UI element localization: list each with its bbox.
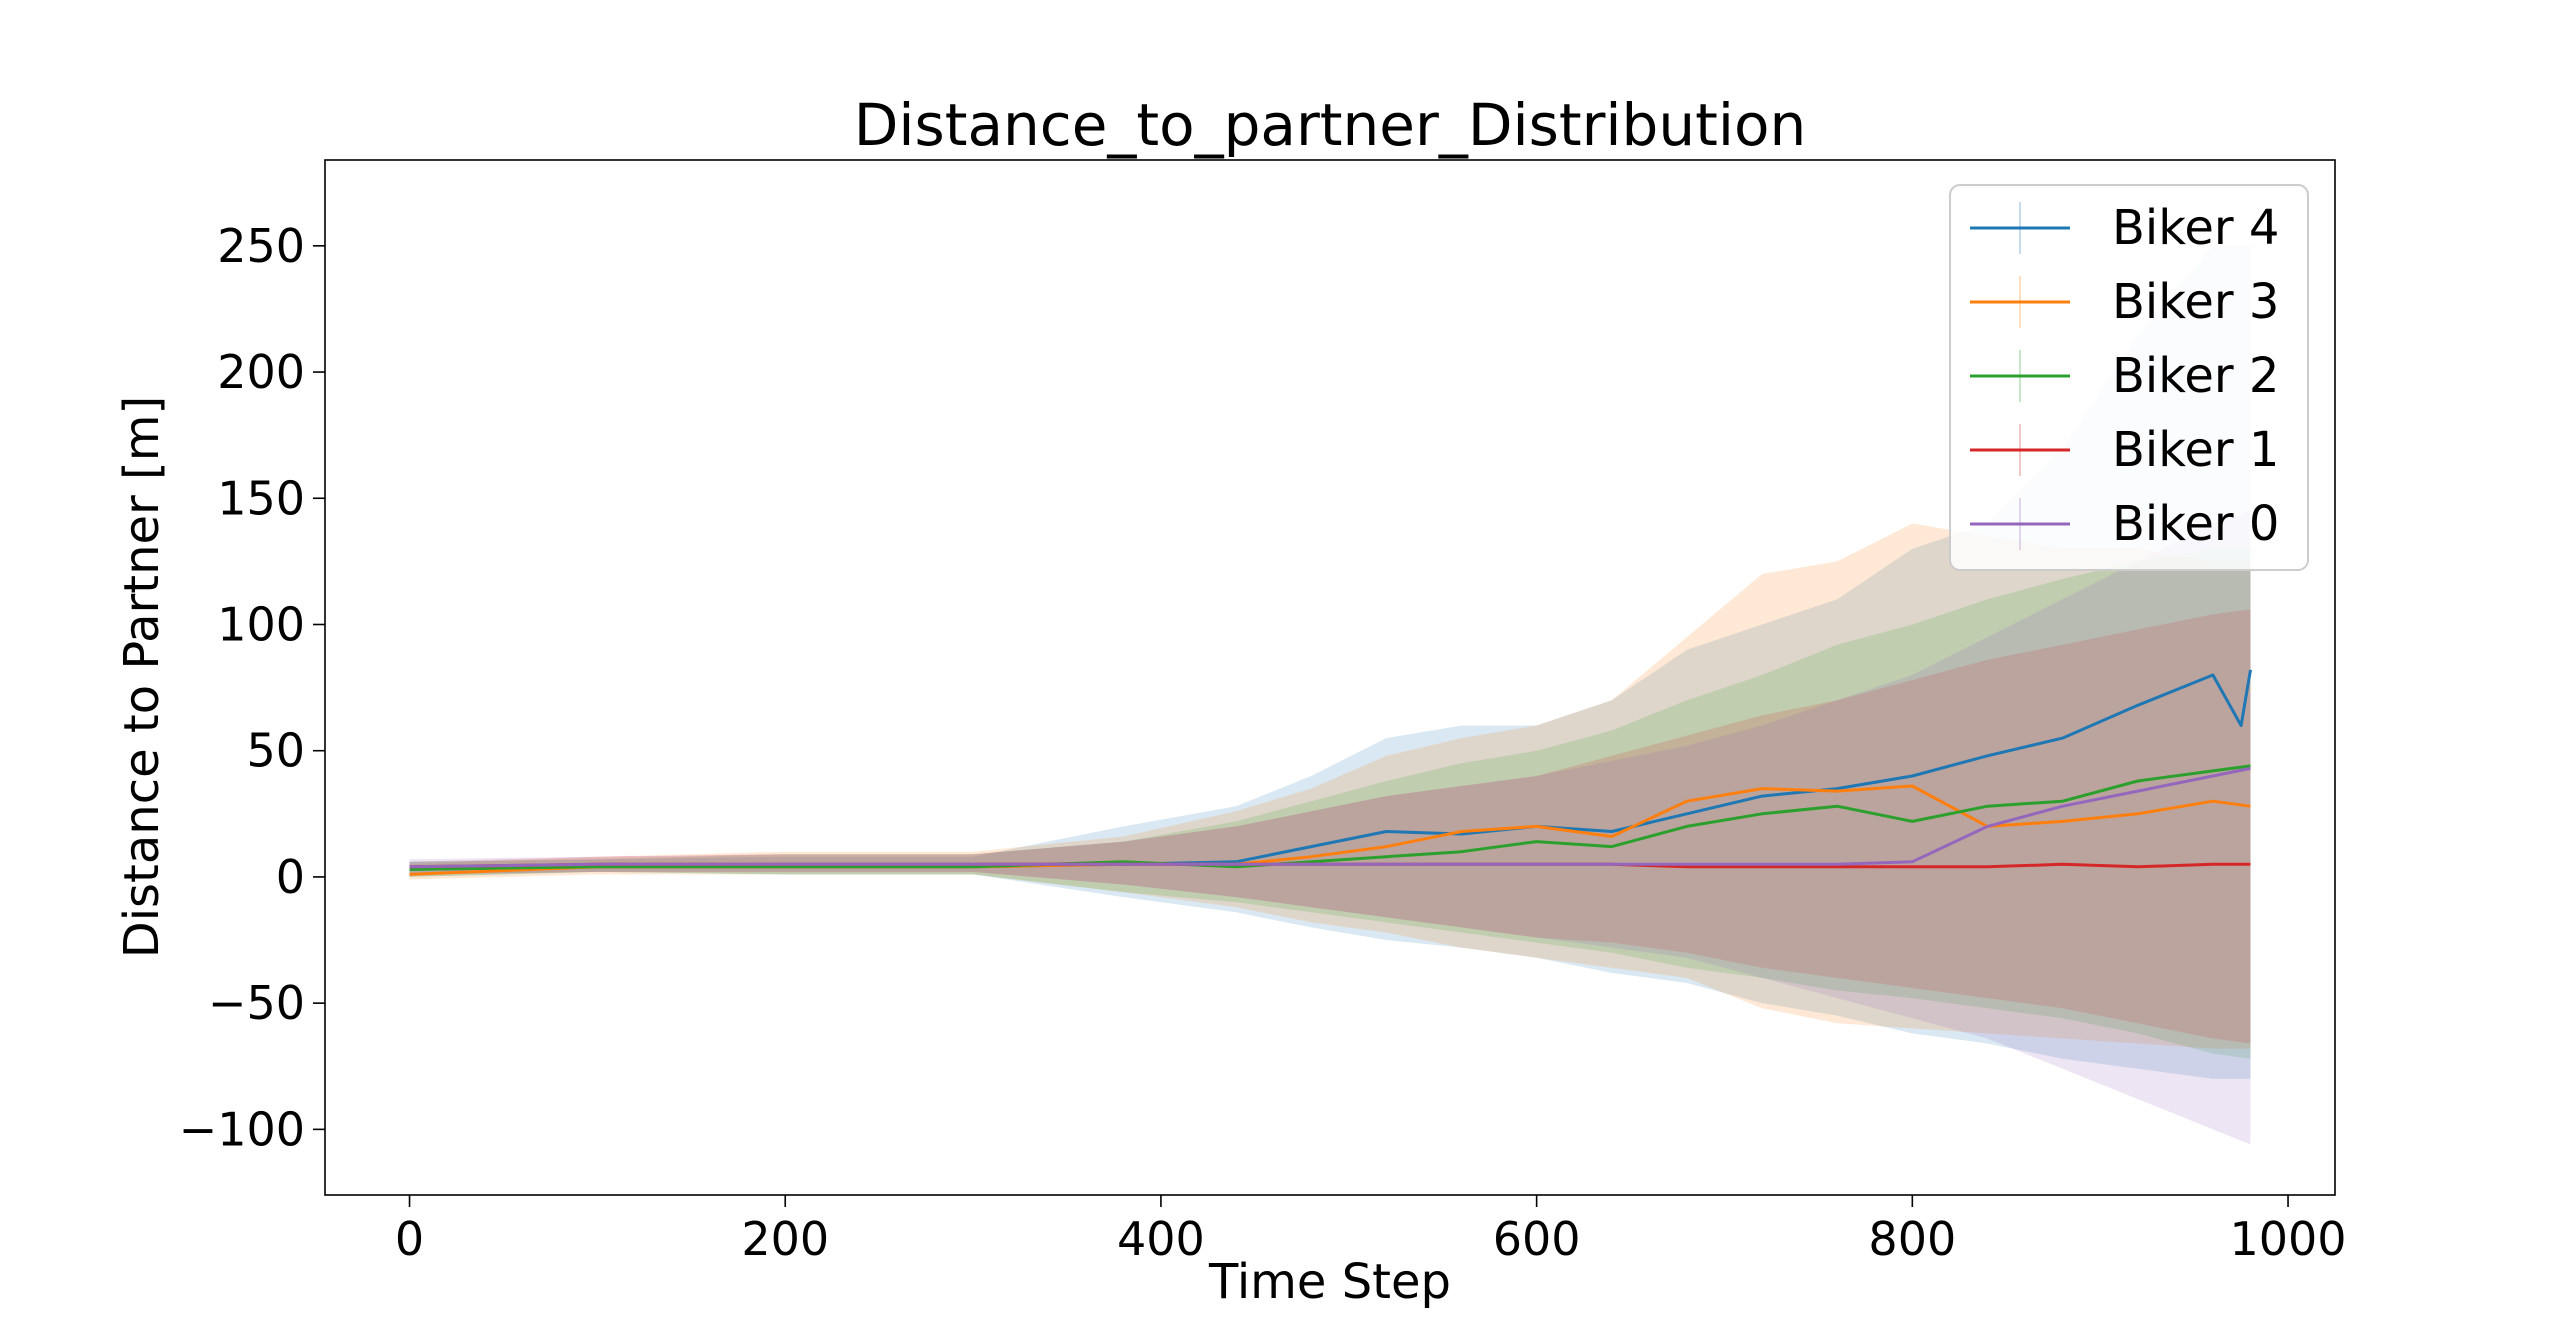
series-lines <box>409 669 2252 876</box>
y-tick-label: 0 <box>276 850 305 904</box>
line-biker-0 <box>409 766 2251 869</box>
x-axis-label: Time Step <box>1208 1254 1451 1310</box>
uncertainty-bands <box>409 245 2251 1145</box>
band-biker-0 <box>409 510 2251 1145</box>
x-tick-label: 0 <box>395 1212 424 1266</box>
legend-label-biker-1: Biker 1 <box>2112 422 2279 478</box>
y-tick-label: 200 <box>217 345 305 399</box>
y-tick-label: 50 <box>246 724 305 778</box>
legend-label-biker-4: Biker 4 <box>2112 200 2279 256</box>
x-tick-label: 400 <box>1117 1212 1205 1266</box>
band-biker-1 <box>409 609 2251 1044</box>
band-biker-2 <box>409 548 2251 1059</box>
legend-label-biker-3: Biker 3 <box>2112 274 2279 330</box>
y-tick-label: −100 <box>179 1102 305 1156</box>
legend-label-biker-0: Biker 0 <box>2112 496 2279 552</box>
y-axis-label: Distance to Partner [m] <box>114 396 170 959</box>
x-axis-ticks: 0 200 400 600 800 1000 <box>395 1195 2347 1266</box>
legend-box <box>1949 184 2309 571</box>
y-tick-label: 100 <box>217 597 305 651</box>
line-biker-2 <box>409 764 2251 871</box>
y-tick-label: −50 <box>208 976 305 1030</box>
x-tick-label: 800 <box>1868 1212 1956 1266</box>
band-biker-4 <box>409 245 2251 1079</box>
plot-frame <box>324 159 2336 1196</box>
legend: Biker 4 Biker 3 Biker 2 Biker 1 Biker 0 <box>1949 184 2309 571</box>
y-axis-ticks: −100 −50 0 50 100 150 200 250 <box>179 219 325 1156</box>
legend-label-biker-2: Biker 2 <box>2112 348 2279 404</box>
y-tick-label: 250 <box>217 219 305 273</box>
chart-title: Distance_to_partner_Distribution <box>854 91 1806 159</box>
band-biker-3 <box>409 523 2251 1049</box>
y-tick-label: 150 <box>217 471 305 525</box>
x-tick-label: 200 <box>741 1212 829 1266</box>
x-tick-label: 600 <box>1493 1212 1581 1266</box>
x-tick-label: 1000 <box>2229 1212 2346 1266</box>
